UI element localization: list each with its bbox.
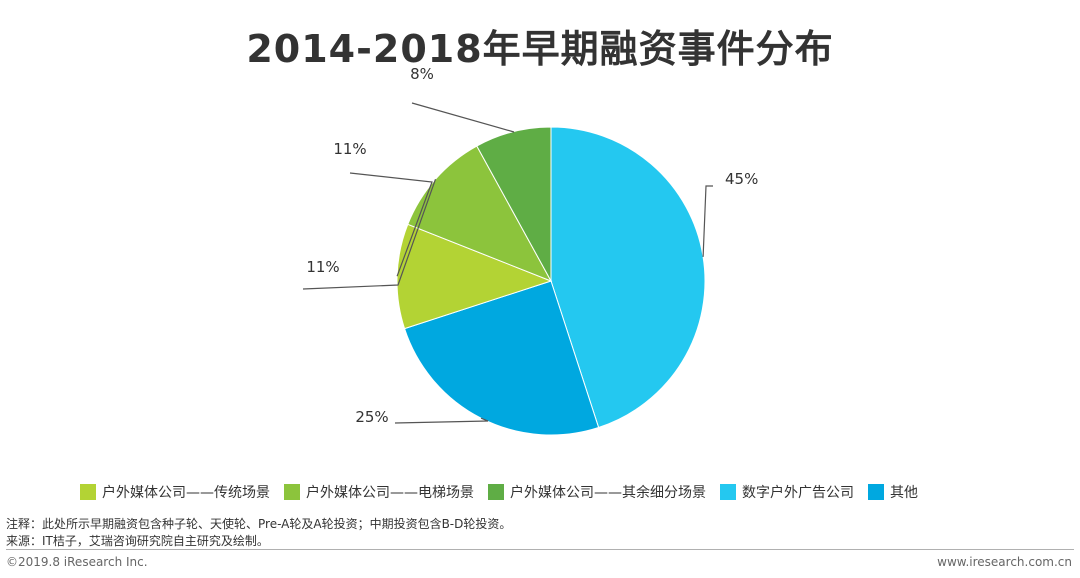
slice-label-3: 11% xyxy=(306,258,339,276)
legend-item-other-scenes: 户外媒体公司——其余细分场景 xyxy=(488,482,706,502)
legend-item-traditional: 户外媒体公司——传统场景 xyxy=(80,482,270,502)
pie-slice-3 xyxy=(407,145,553,282)
leader-line-1 xyxy=(394,417,489,424)
copyright-text: ©2019.8 iResearch Inc. xyxy=(6,555,148,569)
chart-title: 2014-2018年早期融资事件分布 xyxy=(246,27,834,71)
legend-item-elevator: 户外媒体公司——电梯场景 xyxy=(284,482,474,502)
leader-line-3 xyxy=(302,178,437,290)
leader-line-2 xyxy=(349,172,433,277)
chart-legend: 户外媒体公司——传统场景 户外媒体公司——电梯场景 户外媒体公司——其余细分场景… xyxy=(80,481,932,503)
legend-swatch-traditional xyxy=(80,484,96,500)
footer-divider xyxy=(6,549,1074,550)
legend-item-others: 其他 xyxy=(868,482,918,502)
legend-swatch-digital xyxy=(720,484,736,500)
legend-label-digital: 数字户外广告公司 xyxy=(742,485,854,501)
leader-line-4 xyxy=(411,102,515,133)
legend-swatch-elevator xyxy=(284,484,300,500)
source-note: 来源：IT桔子，艾瑞咨询研究院自主研究及绘制。 xyxy=(6,534,269,548)
legend-label-others: 其他 xyxy=(890,485,918,501)
pie-slice-0 xyxy=(550,126,706,429)
slice-label-1: 25% xyxy=(355,408,388,426)
legend-swatch-other-scenes xyxy=(488,484,504,500)
footnote: 注释：此处所示早期融资包含种子轮、天使轮、Pre-A轮及A轮投资；中期投资包含B… xyxy=(6,517,512,531)
pie-slice-1 xyxy=(403,280,600,436)
legend-label-traditional: 户外媒体公司——传统场景 xyxy=(102,485,270,501)
legend-label-elevator: 户外媒体公司——电梯场景 xyxy=(306,485,474,501)
slice-label-0: 45% xyxy=(725,170,758,188)
leader-line-0 xyxy=(702,185,713,257)
legend-label-other-scenes: 户外媒体公司——其余细分场景 xyxy=(510,485,706,501)
slice-label-4: 8% xyxy=(410,65,434,83)
website-link[interactable]: www.iresearch.com.cn xyxy=(937,555,1072,569)
slice-label-2: 11% xyxy=(333,140,366,158)
legend-item-digital: 数字户外广告公司 xyxy=(720,482,854,502)
legend-swatch-others xyxy=(868,484,884,500)
